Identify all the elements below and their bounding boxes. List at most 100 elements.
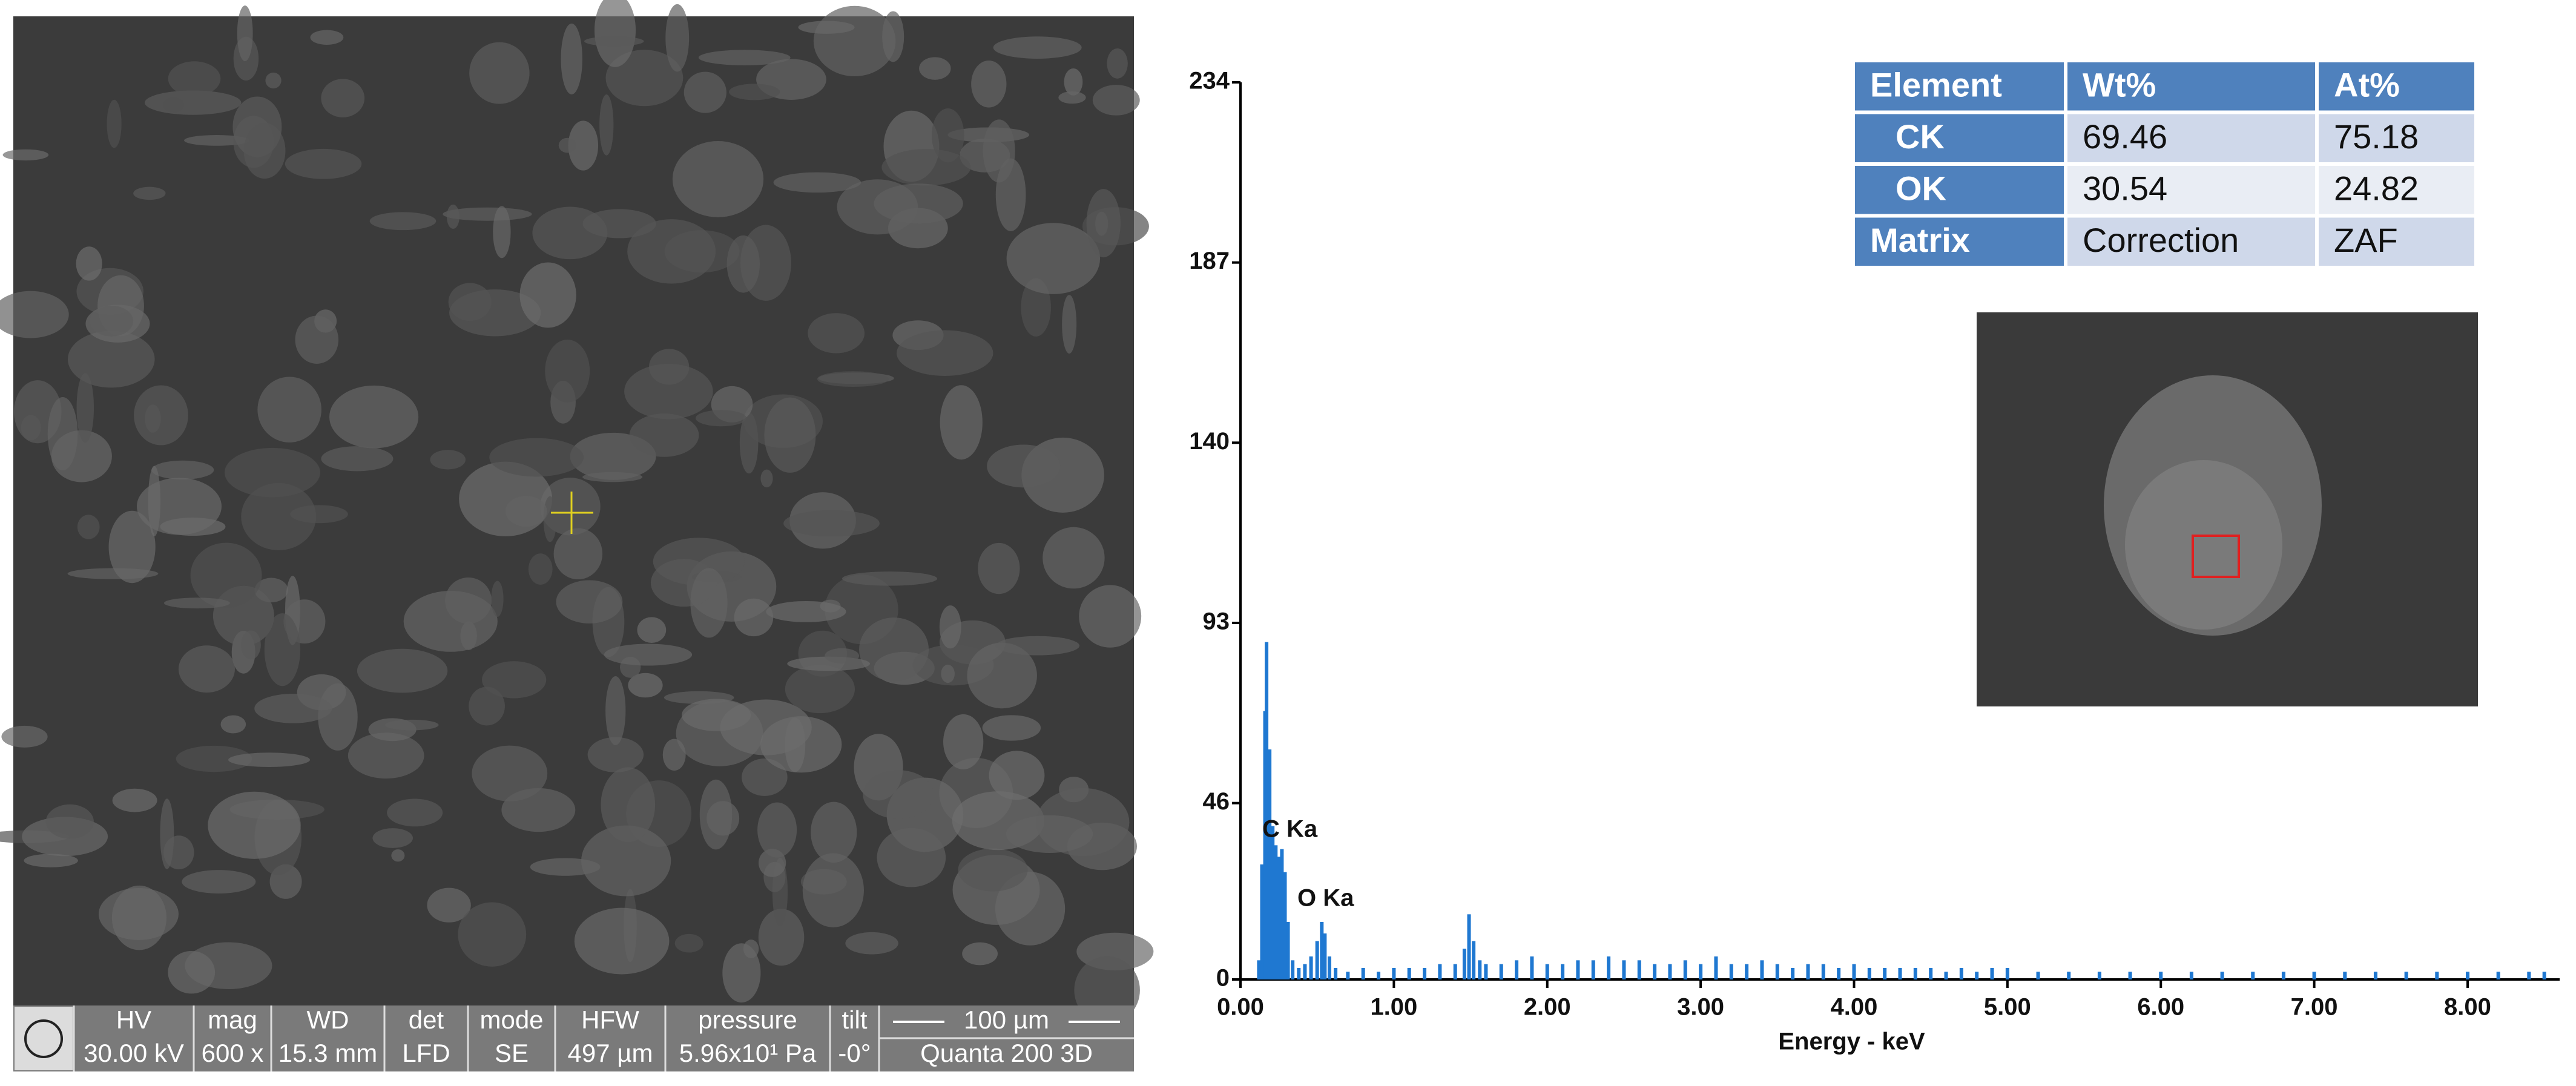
- sem-particle: [445, 577, 492, 624]
- sem-particle: [958, 848, 1028, 892]
- sem-particle: [318, 683, 358, 751]
- sem-particle: [553, 528, 603, 580]
- sem-particle: [112, 788, 157, 812]
- sem-particle: [995, 636, 1080, 656]
- peak-label: O Ka: [1297, 885, 1354, 912]
- sem-particle: [448, 283, 492, 321]
- sem-particle: [758, 909, 805, 966]
- sem-particle: [940, 385, 983, 460]
- x-tick-label: 3.00: [1677, 994, 1724, 1021]
- sem-particle: [628, 673, 663, 698]
- table-row-header-bg: [1855, 114, 2064, 162]
- spectrum-bar: [1806, 964, 1810, 979]
- sem-particle: [584, 36, 644, 47]
- sem-particle: [605, 676, 626, 746]
- sem-particle: [627, 219, 716, 284]
- x-tick-label: 7.00: [2291, 994, 2338, 1021]
- sem-particle: [430, 450, 466, 470]
- sem-particle: [237, 5, 253, 62]
- sem-particle: [243, 122, 286, 179]
- sem-particle: [1006, 815, 1093, 853]
- status-label: mode: [479, 1005, 543, 1034]
- spectrum-bar: [1423, 968, 1427, 979]
- sem-particle: [107, 99, 122, 148]
- sem-particle: [387, 798, 443, 827]
- sem-particle: [2, 149, 49, 161]
- sem-particle: [1043, 527, 1105, 589]
- y-tick-label: 46: [1203, 788, 1230, 815]
- sem-particle: [574, 907, 670, 975]
- sem-particle: [1107, 48, 1128, 79]
- spectrum-bar: [1377, 972, 1381, 979]
- table-header-bg: [2319, 62, 2474, 111]
- spectrum-bar: [1729, 964, 1733, 979]
- spectrum-bar: [1545, 964, 1549, 979]
- sem-texture: [0, 0, 1154, 1024]
- sem-particle: [808, 313, 865, 354]
- sem-particle: [163, 97, 185, 113]
- sem-particle: [384, 719, 439, 731]
- sem-particle: [1006, 223, 1101, 294]
- table-header: Element: [1870, 66, 2002, 104]
- sem-particle: [637, 617, 667, 643]
- spectrum-bar: [1320, 922, 1324, 979]
- spectrum-bar: [1760, 960, 1764, 979]
- spectrum-bar: [1699, 964, 1703, 979]
- sem-particle: [971, 60, 1007, 108]
- sem-particle: [443, 207, 532, 221]
- spectrum-bar: [1852, 964, 1856, 979]
- sem-particle: [24, 854, 78, 867]
- table-cell-bg: [2067, 217, 2315, 266]
- logo-cell: [15, 1007, 73, 1070]
- spectrum-bar: [1315, 941, 1319, 979]
- table-cell: 69.46: [2083, 117, 2167, 156]
- table-cell: 30.54: [2083, 169, 2167, 208]
- sem-particle: [1062, 295, 1077, 354]
- sem-particle: [556, 580, 623, 624]
- y-tick-label: 93: [1203, 608, 1230, 635]
- sem-particle: [766, 601, 846, 622]
- status-label: pressure: [698, 1005, 797, 1034]
- spectrum-bar: [2036, 972, 2040, 979]
- sem-particle: [943, 714, 984, 769]
- sem-particle: [665, 4, 690, 72]
- sem-particle: [295, 315, 339, 364]
- table-header: At%: [2334, 66, 2400, 104]
- spectrum-bar: [2343, 972, 2347, 979]
- spectrum-bar: [1260, 864, 1264, 979]
- spectrum-bar: [1303, 964, 1307, 979]
- table-cell-bg: [2319, 217, 2474, 266]
- sem-particle: [558, 137, 577, 153]
- sem-particle: [604, 643, 693, 666]
- sem-particle: [285, 148, 362, 179]
- spectrum-bar: [2542, 972, 2546, 979]
- sem-particle: [220, 715, 246, 734]
- spectrum-bar: [1883, 968, 1887, 979]
- table-row-header: OK: [1896, 169, 1946, 208]
- sem-particle: [932, 108, 964, 163]
- spectrum-bar: [1472, 941, 1476, 979]
- spectrum-bar: [1898, 968, 1902, 979]
- sem-particle: [108, 510, 156, 584]
- x-tick-label: 1.00: [1370, 994, 1417, 1021]
- spectrum-bar: [1959, 968, 1963, 979]
- spectrum-bar: [1361, 968, 1365, 979]
- spectrum-bar: [2312, 972, 2316, 979]
- spectrum-bar: [2435, 972, 2439, 979]
- sem-particle: [601, 767, 656, 843]
- sem-particle: [760, 716, 842, 773]
- sem-particle: [581, 825, 671, 897]
- spectrum-bar: [2159, 972, 2163, 979]
- sem-particle: [446, 204, 460, 229]
- sem-particle: [624, 364, 713, 420]
- status-value: Quanta 200 3D: [920, 1039, 1093, 1067]
- sem-particle: [734, 598, 774, 637]
- spectrum-bar: [1271, 826, 1275, 979]
- spectrum-bar: [1467, 914, 1471, 979]
- table-cell: 75.18: [2334, 117, 2419, 156]
- sem-particle: [482, 661, 547, 699]
- spectrum-bar: [1913, 968, 1917, 979]
- table-cell: 24.82: [2334, 169, 2419, 208]
- table-cell: ZAF: [2334, 221, 2398, 259]
- sem-particle: [163, 835, 194, 870]
